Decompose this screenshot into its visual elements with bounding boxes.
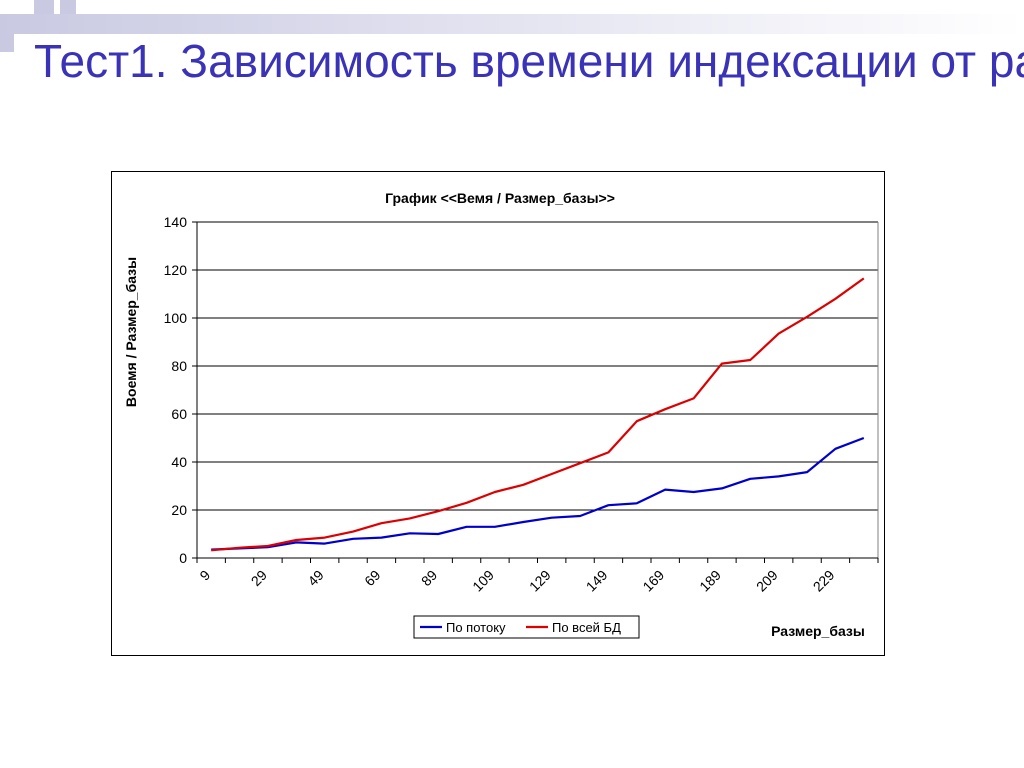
axes: 0 20 40 60 80 100 120 140 9 29 49 69 89 109 129 149 169 1… xyxy=(164,214,879,595)
x-tick-label: 229 xyxy=(810,567,838,595)
y-axis-label: Воемя / Размер_базы xyxy=(123,257,139,407)
slide-title: Тест1. Зависимость времени индексации от… xyxy=(34,35,1024,87)
x-axis-label: Размер_базы xyxy=(771,623,865,639)
x-tick-label: 89 xyxy=(418,567,440,589)
y-tick-label: 60 xyxy=(171,406,187,422)
y-tick-label: 80 xyxy=(171,358,187,374)
x-tick-label: 169 xyxy=(639,567,667,595)
x-tick-label: 189 xyxy=(696,567,724,595)
series-line xyxy=(211,277,865,552)
x-tick-label: 49 xyxy=(304,567,326,589)
series-line xyxy=(211,436,865,551)
x-tick-label: 149 xyxy=(583,567,611,595)
y-tick-label: 120 xyxy=(164,262,188,278)
x-tick-label: 109 xyxy=(469,567,497,595)
line-chart: График <<Вемя / Размер_базы>> Воемя / Ра… xyxy=(123,190,879,639)
legend: По потоку По всей БД xyxy=(413,615,640,639)
series-lines xyxy=(211,277,865,552)
chart-title: График <<Вемя / Размер_базы>> xyxy=(385,190,615,206)
x-tick-label: 129 xyxy=(526,567,554,595)
y-tick-label: 20 xyxy=(171,502,187,518)
deco-square-light xyxy=(34,0,54,14)
y-tick-label: 0 xyxy=(179,550,187,566)
title-bar xyxy=(0,14,1024,34)
y-tick-label: 140 xyxy=(164,214,188,230)
x-tick-label: 29 xyxy=(248,567,270,589)
deco-square-light xyxy=(0,34,14,52)
x-tick-label: 69 xyxy=(361,567,383,589)
legend-entry: По потоку xyxy=(446,620,506,635)
y-tick-label: 100 xyxy=(164,310,188,326)
chart-frame: График <<Вемя / Размер_базы>> Воемя / Ра… xyxy=(111,171,885,656)
grid-lines xyxy=(197,221,878,511)
y-tick-label: 40 xyxy=(171,454,187,470)
x-tick-label: 209 xyxy=(753,567,781,595)
x-tick-label: 9 xyxy=(196,567,213,584)
legend-entry: По всей БД xyxy=(552,620,621,635)
deco-square-light xyxy=(60,0,76,14)
